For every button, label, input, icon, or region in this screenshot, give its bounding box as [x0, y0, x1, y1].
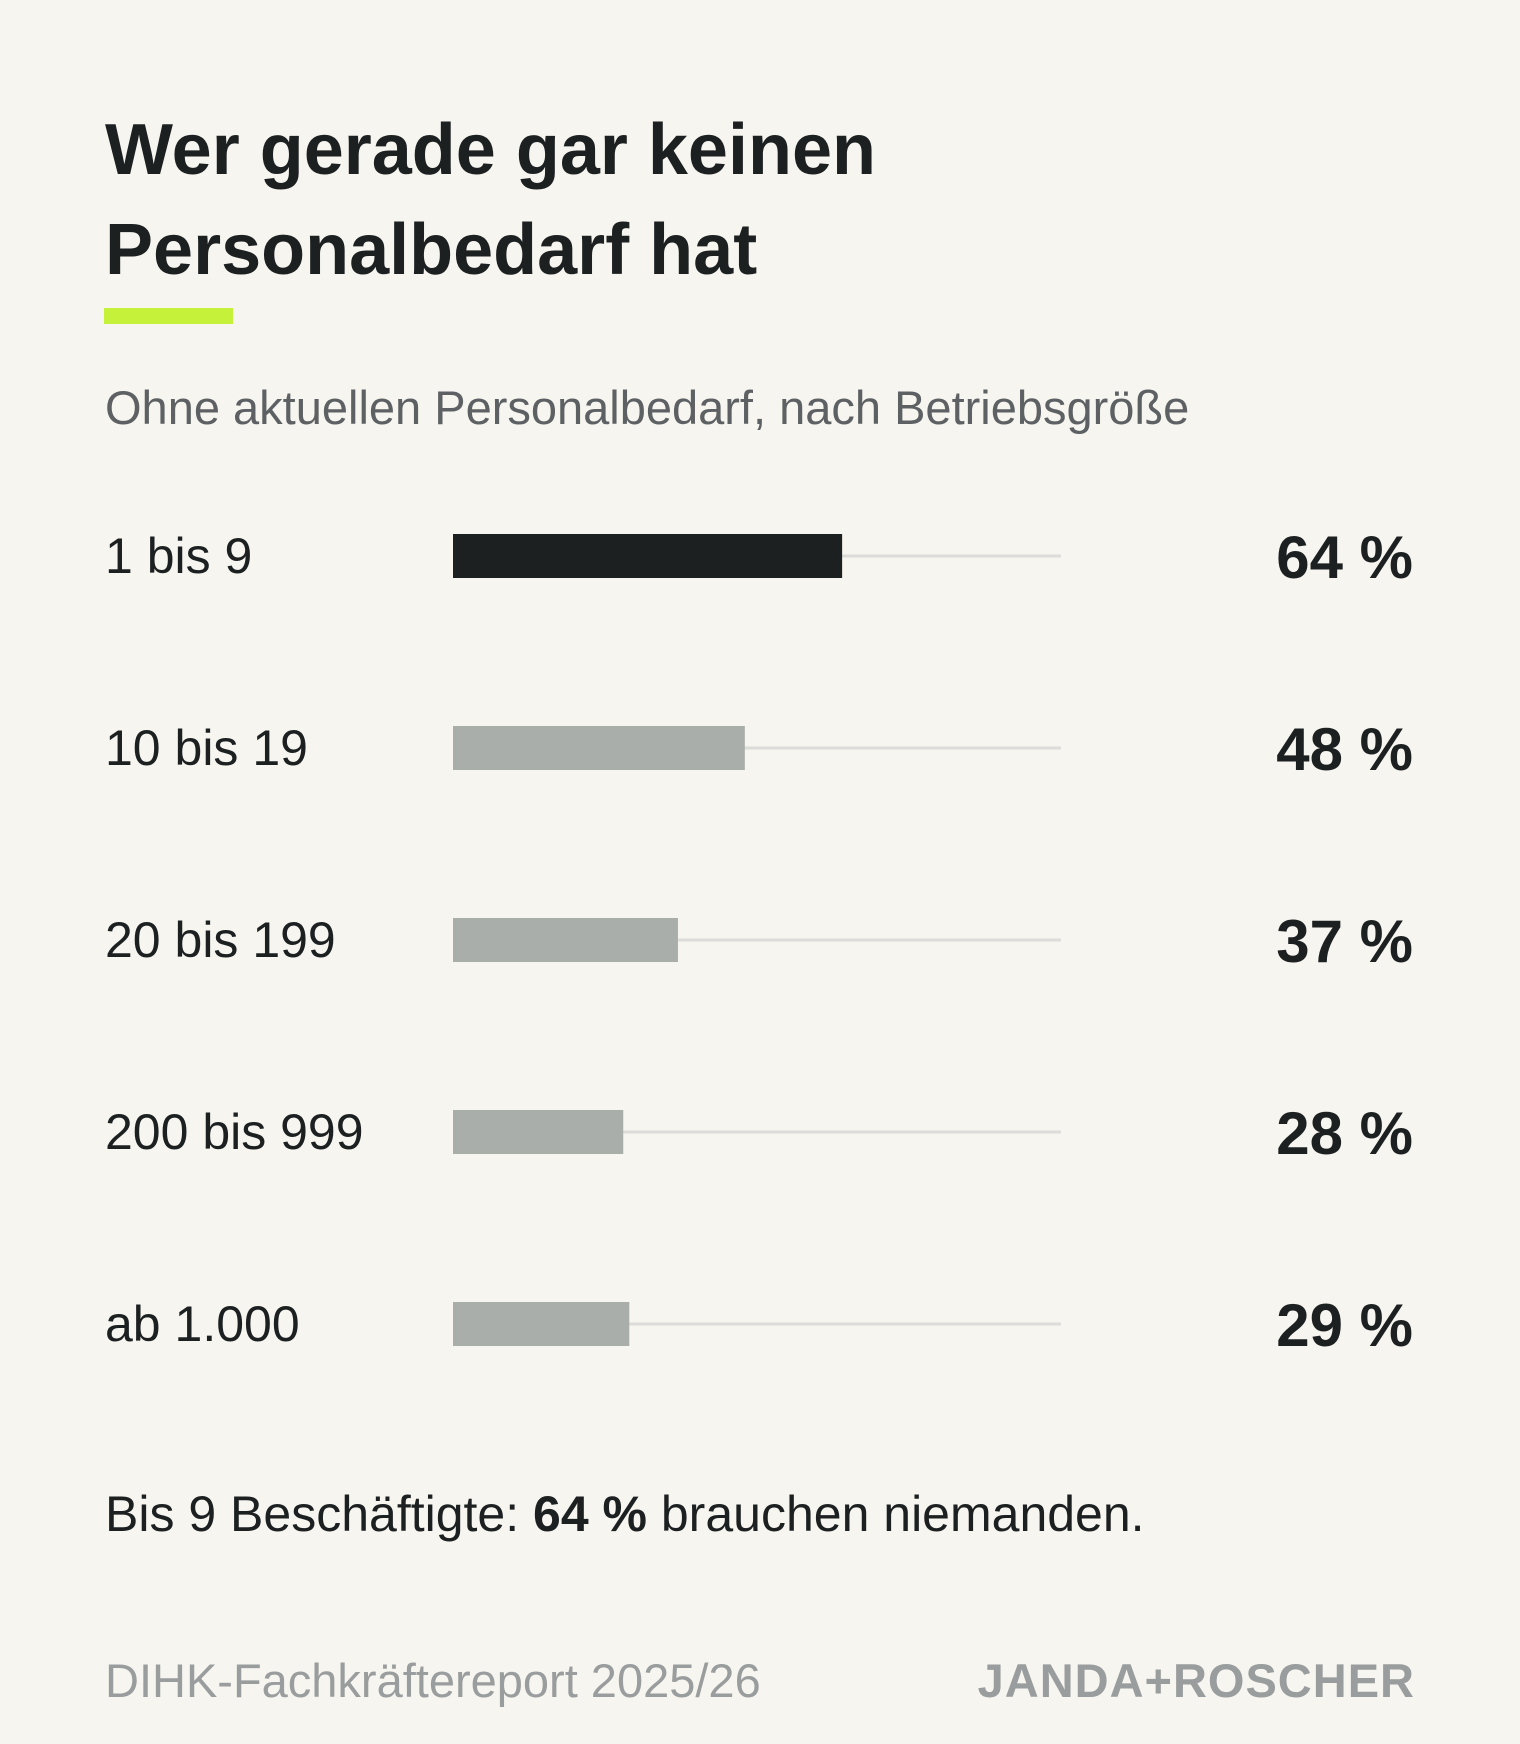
- footnote: Bis 9 Beschäftigte: 64 % brauchen nieman…: [105, 1481, 1145, 1547]
- bar: [453, 1110, 624, 1154]
- footnote-suffix: brauchen niemanden.: [646, 1486, 1145, 1542]
- category-label: 1 bis 9: [105, 528, 252, 584]
- chart-title: Wer gerade gar keinen Personalbedarf hat: [105, 100, 1405, 300]
- footnote-highlight: 64 %: [533, 1486, 647, 1542]
- chart-subtitle: Ohne aktuellen Personalbedarf, nach Betr…: [105, 381, 1190, 434]
- category-label: 10 bis 19: [105, 720, 308, 776]
- bar-row: 1 bis 9 64 %: [105, 524, 1413, 591]
- brand-label: JANDA+ROSCHER: [977, 1654, 1415, 1707]
- footnote-prefix: Bis 9 Beschäftigte:: [105, 1486, 534, 1542]
- bar-row: ab 1.000 29 %: [105, 1292, 1413, 1359]
- value-label: 29 %: [1276, 1292, 1413, 1359]
- title-accent-bar: [104, 308, 233, 324]
- category-label: 20 bis 199: [105, 912, 336, 968]
- bar-row: 200 bis 999 28 %: [105, 1100, 1413, 1167]
- value-label: 28 %: [1276, 1100, 1413, 1167]
- category-label: ab 1.000: [105, 1296, 300, 1352]
- bar: [453, 726, 745, 770]
- bar-row: 10 bis 19 48 %: [105, 716, 1413, 783]
- value-label: 37 %: [1276, 908, 1413, 975]
- value-label: 48 %: [1276, 716, 1413, 783]
- bar: [453, 918, 678, 962]
- category-label: 200 bis 999: [105, 1104, 364, 1160]
- bar-rows: 1 bis 9 64 %10 bis 19 48 %20 bis 199 37 %20…: [105, 524, 1413, 1359]
- bar: [453, 1302, 630, 1346]
- source-label: DIHK-Fachkräftereport 2025/26: [105, 1654, 761, 1707]
- bar: [453, 534, 843, 578]
- chart-title-line-2: Personalbedarf hat: [105, 210, 758, 290]
- chart-title-line-1: Wer gerade gar keinen: [105, 110, 876, 190]
- bar-row: 20 bis 199 37 %: [105, 908, 1413, 975]
- value-label: 64 %: [1276, 524, 1413, 591]
